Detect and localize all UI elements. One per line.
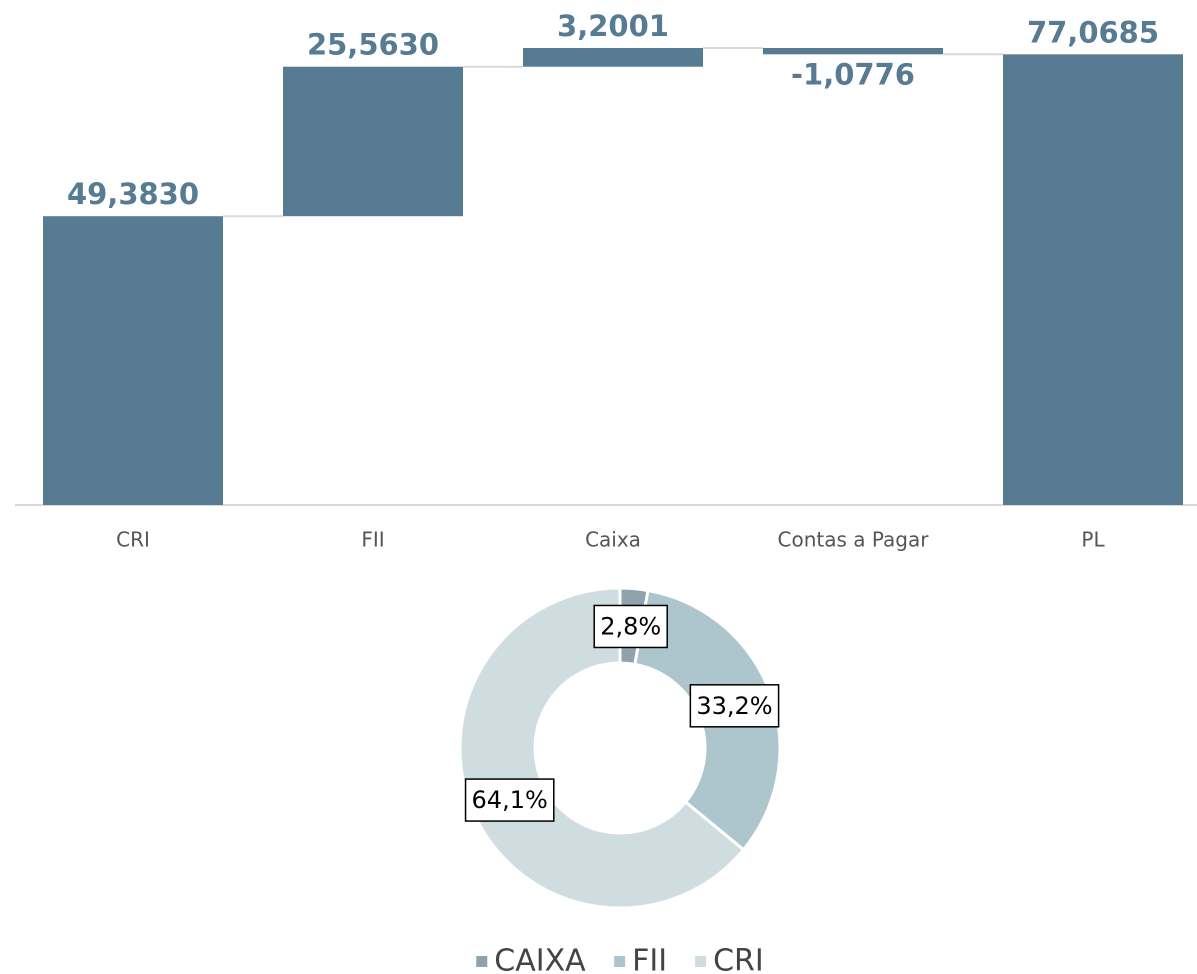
legend-label: FII <box>632 944 667 974</box>
legend-label: CRI <box>713 944 764 974</box>
x-tick-label: CRI <box>116 528 150 552</box>
bar <box>523 48 703 67</box>
label-box <box>464 778 555 822</box>
value-label: 77,0685 <box>1027 15 1159 49</box>
x-tick-label: FII <box>361 528 384 552</box>
label-box <box>689 684 780 728</box>
value-label: 3,2001 <box>557 9 669 43</box>
legend-label: CAIXA <box>494 944 586 974</box>
value-label: 49,3830 <box>67 177 199 211</box>
value-label: 25,5630 <box>307 28 439 62</box>
bar <box>763 48 943 55</box>
bar <box>283 66 463 217</box>
bar <box>43 216 223 505</box>
legend-swatch <box>695 956 707 967</box>
value-label: 33,2% <box>696 692 772 720</box>
legend-swatch <box>476 956 488 967</box>
x-tick-label: Contas a Pagar <box>778 528 930 552</box>
value-label: 2,8% <box>600 612 661 640</box>
donut-slice <box>458 586 746 910</box>
label-box <box>593 604 668 649</box>
value-label: 64,1% <box>472 786 548 814</box>
legend-swatch <box>614 956 626 967</box>
x-tick-label: Caixa <box>585 528 641 552</box>
x-tick-label: PL <box>1081 528 1105 552</box>
value-label: -1,0776 <box>791 57 915 91</box>
bar <box>1003 54 1183 506</box>
